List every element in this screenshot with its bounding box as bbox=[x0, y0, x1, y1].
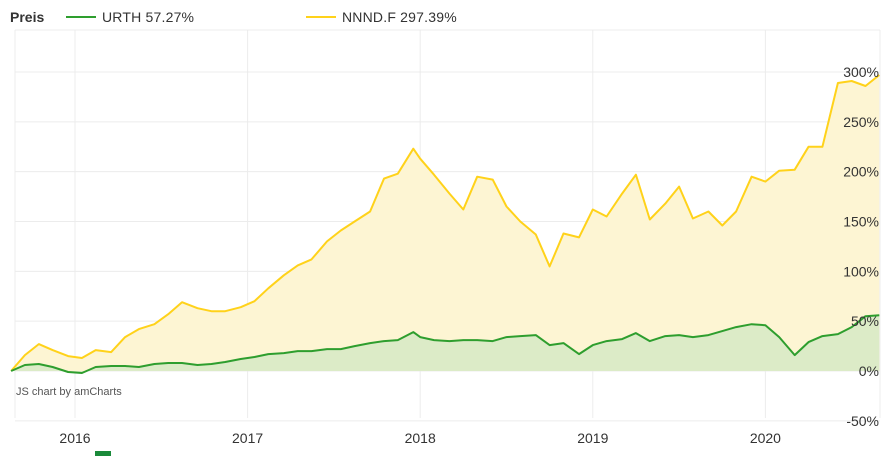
legend-label-urth: URTH 57.27% bbox=[102, 9, 195, 25]
y-tick-label: 50% bbox=[851, 313, 879, 329]
y-tick-label: 0% bbox=[859, 363, 879, 379]
y-tick-label: -50% bbox=[846, 413, 879, 429]
x-tick-label: 2019 bbox=[577, 430, 608, 446]
y-tick-label: 250% bbox=[843, 114, 879, 130]
y-tick-label: 150% bbox=[843, 214, 879, 230]
legend: Preis URTH 57.27% NNND.F 297.39% bbox=[0, 7, 895, 27]
legend-swatch-urth bbox=[66, 16, 96, 18]
y-axis-ticks: 300% 250% 200% 150% 100% 50% 0% -50% bbox=[843, 64, 879, 429]
legend-swatch-nnnd bbox=[306, 16, 336, 18]
x-tick-label: 2020 bbox=[750, 430, 781, 446]
scrollbar-grip[interactable] bbox=[95, 451, 111, 456]
y-tick-label: 200% bbox=[843, 164, 879, 180]
series-areas bbox=[11, 75, 880, 373]
y-tick-label: 300% bbox=[843, 64, 879, 80]
legend-title: Preis bbox=[10, 9, 45, 25]
series-area-nnnd bbox=[11, 75, 880, 371]
legend-item-nnnd[interactable]: NNND.F 297.39% bbox=[306, 9, 457, 25]
x-tick-label: 2017 bbox=[232, 430, 263, 446]
x-tick-label: 2018 bbox=[405, 430, 436, 446]
series-line-nnnd[interactable] bbox=[10, 74, 880, 372]
legend-item-urth[interactable]: URTH 57.27% bbox=[66, 9, 194, 25]
x-tick-label: 2016 bbox=[59, 430, 90, 446]
series-line-urth[interactable] bbox=[10, 314, 880, 374]
chart-credit[interactable]: JS chart by amCharts bbox=[16, 386, 122, 398]
legend-label-nnnd: NNND.F 297.39% bbox=[342, 9, 457, 25]
series-lines bbox=[10, 74, 880, 374]
y-tick-label: 100% bbox=[843, 263, 879, 279]
x-axis-ticks: 2016 2017 2018 2019 2020 bbox=[59, 430, 781, 446]
series-area-urth bbox=[11, 315, 880, 373]
